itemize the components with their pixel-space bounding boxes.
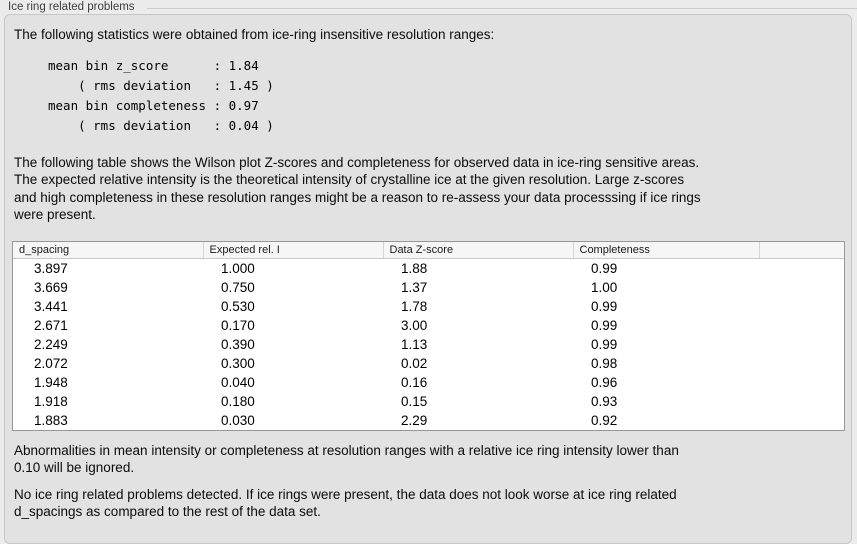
table-cell[interactable]: 1.88	[401, 260, 428, 276]
table-cell[interactable]: 0.99	[591, 317, 618, 333]
table-cell-filler	[759, 373, 844, 392]
table-cell-filler	[759, 354, 844, 373]
table-cell[interactable]: 0.96	[591, 374, 618, 390]
panel-title-rule	[147, 8, 857, 9]
table-cell-filler	[759, 258, 844, 278]
table-cell[interactable]: 1.883	[34, 412, 68, 428]
table-cell[interactable]: 2.29	[401, 412, 428, 428]
ice-ring-table: d_spacing Expected rel. I Data Z-score Comp…	[12, 240, 845, 431]
column-header-filler	[758, 241, 844, 259]
column-header[interactable]: Expected rel. I	[202, 241, 383, 259]
table-row[interactable]: 1.918 0.180 0.15 0.93	[13, 392, 844, 411]
description-text: The following table shows the Wilson plo…	[14, 154, 701, 223]
table-cell[interactable]: 0.170	[221, 317, 255, 333]
table-cell[interactable]: 3.441	[34, 298, 68, 314]
table-cell[interactable]: 0.99	[591, 260, 618, 276]
table-cell[interactable]: 1.918	[34, 393, 68, 409]
table-cell-filler	[759, 335, 844, 354]
table-cell[interactable]: 0.040	[221, 374, 255, 390]
table-row[interactable]: 3.897 1.000 1.88 0.99	[13, 258, 844, 278]
table-cell[interactable]: 3.897	[34, 260, 68, 276]
table-cell[interactable]: 0.02	[401, 355, 428, 371]
data-table: d_spacing Expected rel. I Data Z-score Comp…	[13, 241, 844, 430]
table-cell[interactable]: 0.99	[591, 336, 618, 352]
panel-title: Ice ring related problems	[8, 1, 135, 13]
table-cell[interactable]: 3.00	[401, 317, 428, 333]
table-cell[interactable]: 2.072	[34, 355, 68, 371]
column-header[interactable]: Completeness	[572, 241, 759, 259]
table-cell-filler	[759, 297, 844, 316]
table-row[interactable]: 1.883 0.030 2.29 0.92	[13, 411, 844, 430]
table-cell-filler	[759, 392, 844, 411]
stats-block: mean bin z_score : 1.84 ( rms deviation …	[48, 57, 274, 133]
table-cell[interactable]: 1.948	[34, 374, 68, 390]
table-row[interactable]: 1.948 0.040 0.16 0.96	[13, 373, 844, 392]
table-row[interactable]: 3.669 0.750 1.37 1.00	[13, 278, 844, 297]
table-cell[interactable]: 0.16	[401, 374, 428, 390]
note-text: Abnormalities in mean intensity or compl…	[14, 442, 679, 476]
column-header[interactable]: d_spacing	[13, 241, 203, 259]
ice-ring-panel: The following statistics were obtained f…	[4, 14, 852, 544]
table-cell[interactable]: 0.030	[221, 412, 255, 428]
table-cell-filler	[759, 278, 844, 297]
table-cell[interactable]: 0.390	[221, 336, 255, 352]
table-cell[interactable]: 0.15	[401, 393, 428, 409]
column-header[interactable]: Data Z-score	[382, 241, 573, 259]
table-cell-filler	[759, 316, 844, 335]
table-cell[interactable]: 2.249	[34, 336, 68, 352]
table-row[interactable]: 2.249 0.390 1.13 0.99	[13, 335, 844, 354]
table-cell[interactable]: 0.92	[591, 412, 618, 428]
table-cell[interactable]: 0.98	[591, 355, 618, 371]
table-row[interactable]: 2.671 0.170 3.00 0.99	[13, 316, 844, 335]
table-cell[interactable]: 2.671	[34, 317, 68, 333]
table-cell[interactable]: 1.00	[591, 279, 618, 295]
table-cell[interactable]: 1.37	[401, 279, 428, 295]
table-cell[interactable]: 1.13	[401, 336, 428, 352]
table-cell[interactable]: 3.669	[34, 279, 68, 295]
table-cell[interactable]: 0.93	[591, 393, 618, 409]
conclusion-text: No ice ring related problems detected. I…	[14, 486, 677, 520]
table-row[interactable]: 2.072 0.300 0.02 0.98	[13, 354, 844, 373]
intro-text: The following statistics were obtained f…	[14, 27, 495, 42]
table-cell[interactable]: 1.78	[401, 298, 428, 314]
table-body: 3.897 1.000 1.88 0.99 3.669 0.750 1.37 1.00 3.44…	[13, 258, 844, 430]
table-cell[interactable]: 0.180	[221, 393, 255, 409]
table-cell[interactable]: 0.300	[221, 355, 255, 371]
table-cell[interactable]: 0.750	[221, 279, 255, 295]
table-cell[interactable]: 0.530	[221, 298, 255, 314]
table-cell[interactable]: 1.000	[221, 260, 255, 276]
table-cell[interactable]: 0.99	[591, 298, 618, 314]
table-cell-filler	[759, 411, 844, 430]
table-header-row: d_spacing Expected rel. I Data Z-score Comp…	[13, 241, 844, 259]
table-row[interactable]: 3.441 0.530 1.78 0.99	[13, 297, 844, 316]
